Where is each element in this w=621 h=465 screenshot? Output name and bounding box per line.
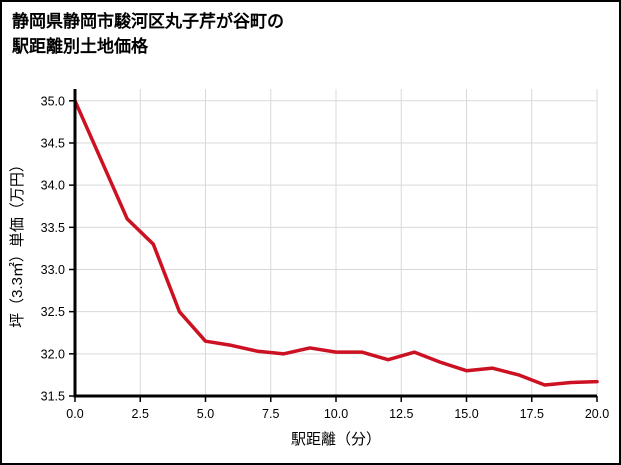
chart-title: 静岡県静岡市駿河区丸子芹が谷町の 駅距離別土地価格 <box>2 2 619 59</box>
line-chart: 31.5 32.0 32.5 33.0 33.5 34.0 34.5 35.0 0.0 2.5 5.… <box>2 59 619 459</box>
x-tick-label: 17.5 <box>520 407 544 421</box>
x-tick-label: 12.5 <box>389 407 413 421</box>
y-tick-label: 34.0 <box>41 179 65 193</box>
y-tick-label: 32.0 <box>41 348 65 362</box>
x-tick-label: 15.0 <box>454 407 478 421</box>
chart-canvas: 31.5 32.0 32.5 33.0 33.5 34.0 34.5 35.0 0.0 2.5 5.… <box>9 89 609 448</box>
x-tick-label: 10.0 <box>324 407 348 421</box>
y-tick-label: 33.0 <box>41 263 65 277</box>
x-tick-label: 5.0 <box>197 407 214 421</box>
x-axis-label: 駅距離（分） <box>291 430 381 448</box>
y-tick-label: 31.5 <box>41 390 65 404</box>
chart-title-line2: 駅距離別土地価格 <box>12 36 148 56</box>
price-line <box>73 99 599 388</box>
x-tick-label: 0.0 <box>66 407 83 421</box>
y-tick-label: 35.0 <box>41 95 65 109</box>
x-tick-label: 2.5 <box>132 407 149 421</box>
y-tick-label: 32.5 <box>41 305 65 319</box>
y-tick-label: 34.5 <box>41 137 65 151</box>
x-tick-label: 20.0 <box>585 407 609 421</box>
x-tick-label: 7.5 <box>262 407 279 421</box>
y-tick-label: 33.5 <box>41 221 65 235</box>
y-axis-label: 坪（3.3㎡）単価（万円） <box>9 157 26 328</box>
chart-title-line1: 静岡県静岡市駿河区丸子芹が谷町の <box>12 12 284 31</box>
